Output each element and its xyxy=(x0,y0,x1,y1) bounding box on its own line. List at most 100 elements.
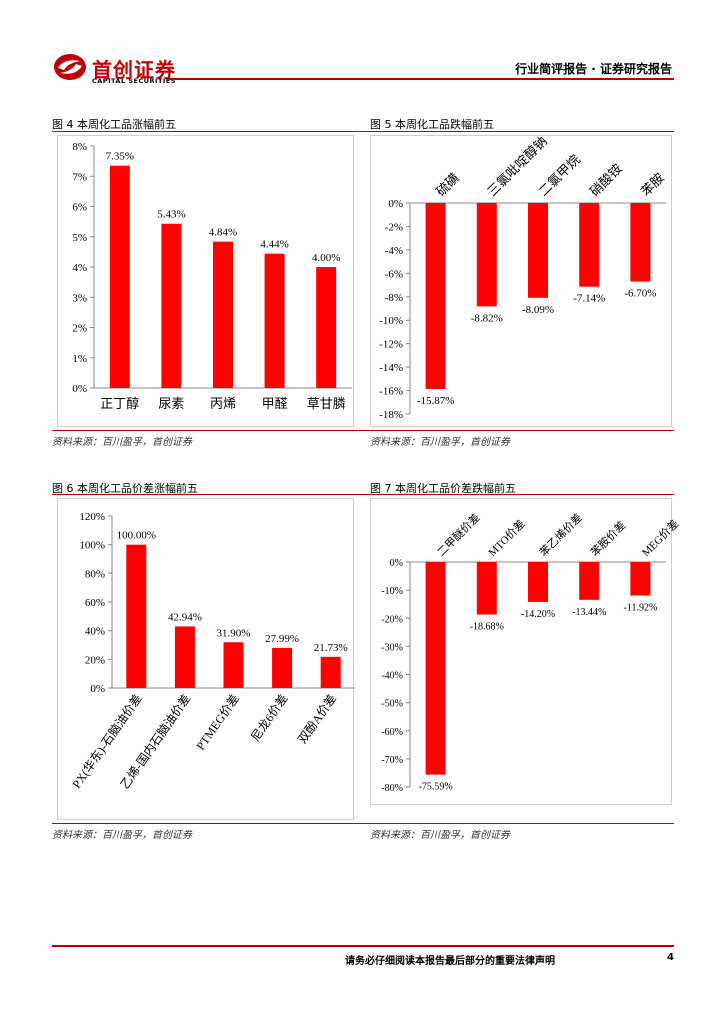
y-tick-label: 4% xyxy=(72,262,87,274)
data-label: -14.20% xyxy=(521,609,555,620)
data-label: -13.44% xyxy=(572,607,606,618)
bar xyxy=(425,562,446,775)
chart-frame xyxy=(370,498,672,805)
y-tick-label: 3% xyxy=(72,292,87,304)
title-rule xyxy=(52,494,674,495)
bar xyxy=(528,562,548,602)
data-label: -6.70% xyxy=(624,288,656,300)
data-label: 4.84% xyxy=(209,227,237,239)
y-tick-label: 20% xyxy=(85,654,105,666)
y-tick-label: 1% xyxy=(72,353,87,365)
footer-disclaimer: 请务必仔细阅读本报告最后部分的重要法律声明 xyxy=(345,956,555,967)
y-tick-label: 100% xyxy=(79,540,105,552)
bar xyxy=(425,203,446,390)
data-label: -15.87% xyxy=(417,395,455,407)
bar xyxy=(579,562,600,600)
y-tick-label: 60% xyxy=(85,597,105,609)
y-tick-label: -50% xyxy=(381,699,403,710)
category-label: 丙烯 xyxy=(210,396,236,411)
y-tick-label: -10% xyxy=(381,586,403,597)
bar xyxy=(264,253,285,388)
bar xyxy=(223,642,244,688)
category-label: 草甘膦 xyxy=(307,396,346,411)
figure-6-title: 图 6 本周化工品价差涨幅前五 xyxy=(52,482,198,495)
data-label: 31.90% xyxy=(217,627,251,639)
bar xyxy=(126,544,147,688)
y-tick-label: -30% xyxy=(381,642,403,653)
y-tick-label: 6% xyxy=(72,202,87,214)
page-number: 4 xyxy=(667,952,674,963)
figure-4-title: 图 4 本周化工品涨幅前五 xyxy=(52,118,176,131)
bar xyxy=(476,203,497,307)
y-tick-label: -4% xyxy=(385,245,403,257)
category-label: MTO价差 xyxy=(485,517,528,560)
chart-frame xyxy=(370,135,672,427)
y-tick-label: 7% xyxy=(72,171,87,183)
data-label: 100.00% xyxy=(117,530,156,542)
y-tick-label: 0% xyxy=(90,683,105,695)
bar xyxy=(630,562,651,596)
data-label: -8.82% xyxy=(471,312,503,324)
category-label: 甲醛 xyxy=(262,396,288,411)
bar xyxy=(320,656,341,688)
y-tick-label: 0% xyxy=(72,383,87,395)
y-tick-label: 2% xyxy=(72,323,87,335)
bar xyxy=(109,165,130,388)
y-tick-label: 120% xyxy=(79,511,105,523)
y-tick-label: -40% xyxy=(381,671,403,682)
y-tick-label: 0% xyxy=(390,558,403,569)
bar xyxy=(476,562,497,615)
data-label: 42.94% xyxy=(168,611,202,623)
y-tick-label: -18% xyxy=(379,409,403,421)
y-tick-label: -80% xyxy=(381,783,403,794)
figure-6-source: 资料来源：百川盈孚，首创证券 xyxy=(52,830,192,841)
figure-4-source: 资料来源：百川盈孚，首创证券 xyxy=(52,437,192,448)
bar xyxy=(316,267,337,388)
y-tick-label: -8% xyxy=(385,292,403,304)
data-label: 27.99% xyxy=(265,633,299,645)
chart-frame xyxy=(57,498,354,820)
y-tick-label: -12% xyxy=(379,339,403,351)
bar xyxy=(272,647,293,688)
category-label: 苯胺价差 xyxy=(587,518,628,559)
bar xyxy=(161,223,182,388)
y-tick-label: -14% xyxy=(379,362,403,374)
bar xyxy=(630,203,651,282)
bar xyxy=(579,203,600,287)
y-tick-label: 40% xyxy=(85,626,105,638)
y-tick-label: -10% xyxy=(379,315,403,327)
category-label: MEG价差 xyxy=(639,516,682,559)
bar xyxy=(213,241,233,388)
header-rule xyxy=(168,78,674,80)
data-label: -18.68% xyxy=(470,622,504,633)
data-label: -11.92% xyxy=(624,603,658,614)
company-name-cn: 首创证券 xyxy=(92,58,176,82)
data-label: 4.00% xyxy=(312,252,340,264)
y-tick-label: -60% xyxy=(381,727,403,738)
data-label: 7.35% xyxy=(106,151,134,163)
source-rule xyxy=(52,823,674,824)
data-label: 21.73% xyxy=(314,642,348,654)
data-label: -7.14% xyxy=(573,293,605,305)
bar xyxy=(528,203,548,298)
y-tick-label: 5% xyxy=(72,232,87,244)
header: 首创证券 CAPITAL SECURITIES 行业简评报告 · 证券研究报告 xyxy=(0,0,724,90)
category-label: 苯乙烯价差 xyxy=(536,510,585,559)
data-label: 5.43% xyxy=(157,209,185,221)
chart-frame xyxy=(57,135,354,427)
data-label: -8.09% xyxy=(522,304,554,316)
figure-7-title: 图 7 本周化工品价差跌幅前五 xyxy=(370,482,516,495)
title-rule xyxy=(52,131,674,132)
category-label: 正丁醇 xyxy=(100,396,139,411)
report-type: 行业简评报告 · 证券研究报告 xyxy=(515,62,672,76)
y-tick-label: -6% xyxy=(385,268,403,280)
data-label: -75.59% xyxy=(419,782,453,793)
bar xyxy=(174,626,195,688)
y-tick-label: 80% xyxy=(85,568,105,580)
y-tick-label: 0% xyxy=(388,198,403,210)
company-logo-icon xyxy=(54,54,86,80)
y-tick-label: -20% xyxy=(381,614,403,625)
